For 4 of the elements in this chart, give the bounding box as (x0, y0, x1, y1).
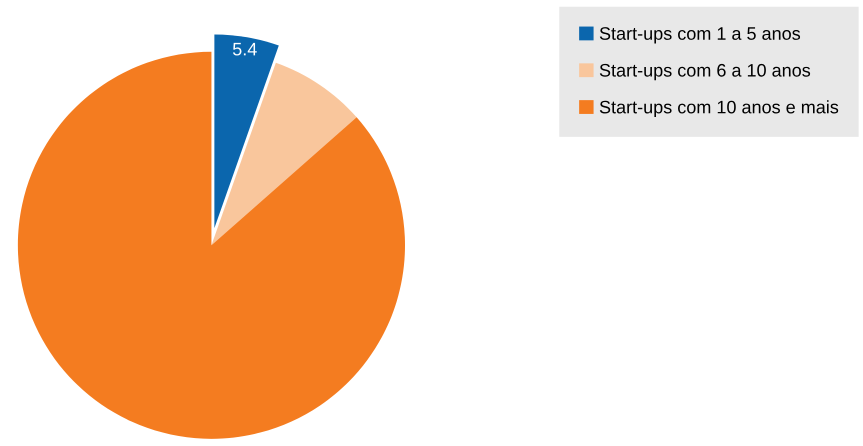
data-label: 5.4 (232, 42, 257, 56)
legend-label: Start-ups com 10 anos e mais (600, 100, 838, 118)
legend-label: Start-ups com 1 a 5 anos (600, 27, 800, 44)
legend-label: Start-ups com 6 a 10 anos (600, 64, 810, 80)
